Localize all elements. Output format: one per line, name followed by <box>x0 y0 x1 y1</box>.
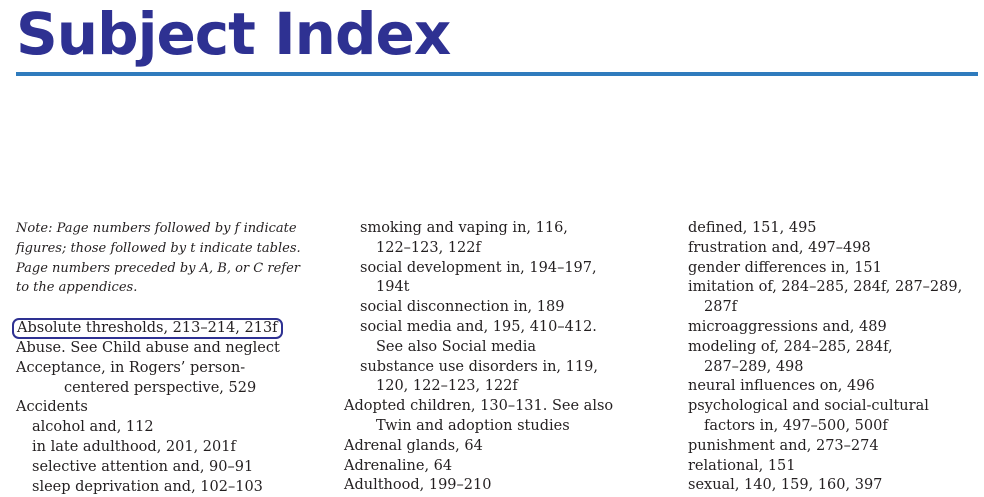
index-subentry: substance use disorders in, 119, <box>360 358 598 375</box>
index-entry: Adrenal glands, 64 <box>344 437 483 454</box>
index-subentry: defined, 151, 495 <box>688 220 817 236</box>
note-line: Page numbers preceded by A, B, or C refe… <box>16 260 300 276</box>
index-note: Note: Page numbers followed by f indicat… <box>16 219 301 298</box>
index-subentry-continuation: 122–123, 122f <box>376 239 481 256</box>
index-entry: Abuse. See Child abuse and neglect <box>16 339 280 356</box>
index-subentry: psychological and social-cultural <box>688 398 929 415</box>
index-subentry: sleep deprivation and, 102–103 <box>32 478 263 495</box>
index-entry-highlighted[interactable]: Absolute thresholds, 213–214, 213f <box>12 317 301 339</box>
index-subentry-continuation: 287–289, 498 <box>704 358 804 375</box>
index-subentry-continuation: 287f <box>704 299 738 316</box>
index-subentry: social media and, 195, 410–412. <box>360 318 597 335</box>
index-subentry: microaggressions and, 489 <box>688 318 887 335</box>
note-line: to the appendices. <box>16 280 138 296</box>
note-line: figures; those followed by t indicate ta… <box>16 240 301 256</box>
index-entry: Adulthood, 199–210 <box>344 477 492 494</box>
index-subentry-continuation: 120, 122–123, 122f <box>376 378 518 395</box>
index-subentry: sexual, 140, 159, 160, 397 <box>688 477 883 494</box>
index-subentry: neural influences on, 496 <box>688 378 875 395</box>
index-entry-continuation: Twin and adoption studies <box>376 417 570 434</box>
page-title: Subject Index <box>16 0 451 68</box>
index-subentry: alcohol and, 112 <box>32 419 154 436</box>
index-column-1: Note: Page numbers followed by f indicat… <box>12 219 301 497</box>
note-line: Note: Page numbers followed by f indicat… <box>16 221 297 236</box>
index-entry: Accidents <box>16 399 88 416</box>
index-subentry-continuation: 194t <box>376 279 410 296</box>
index-subentry-continuation: factors in, 497–500, 500f <box>704 417 888 434</box>
index-subentry: in late adulthood, 201, 201f <box>32 438 236 455</box>
title-rule <box>16 72 978 76</box>
index-entry-continuation: centered perspective, 529 <box>64 379 257 396</box>
index-column-2: smoking and vaping in, 116, 122–123, 122… <box>344 219 613 496</box>
index-subentry: social development in, 194–197, <box>360 259 597 276</box>
index-subentry-continuation: See also Social media <box>376 338 536 355</box>
index-entry: Adopted children, 130–131. See also <box>344 398 614 415</box>
index-subentry: gender differences in, 151 <box>688 259 882 276</box>
index-subentry: punishment and, 273–274 <box>688 437 879 454</box>
index-subentry: frustration and, 497–498 <box>688 239 871 256</box>
index-subentry: selective attention and, 90–91 <box>32 458 254 475</box>
index-subentry: smoking and vaping in, 116, <box>360 220 568 236</box>
index-subentry: modeling of, 284–285, 284f, <box>688 338 893 355</box>
index-entry: Adrenaline, 64 <box>344 457 453 474</box>
index-column-3: defined, 151, 495 frustration and, 497–4… <box>688 219 962 496</box>
index-subentry: social disconnection in, 189 <box>360 299 565 316</box>
index-entry: Acceptance, in Rogers’ person- <box>16 359 246 376</box>
highlight-box[interactable]: Absolute thresholds, 213–214, 213f <box>12 317 283 339</box>
index-subentry: relational, 151 <box>688 457 796 474</box>
index-subentry: imitation of, 284–285, 284f, 287–289, <box>688 279 963 296</box>
